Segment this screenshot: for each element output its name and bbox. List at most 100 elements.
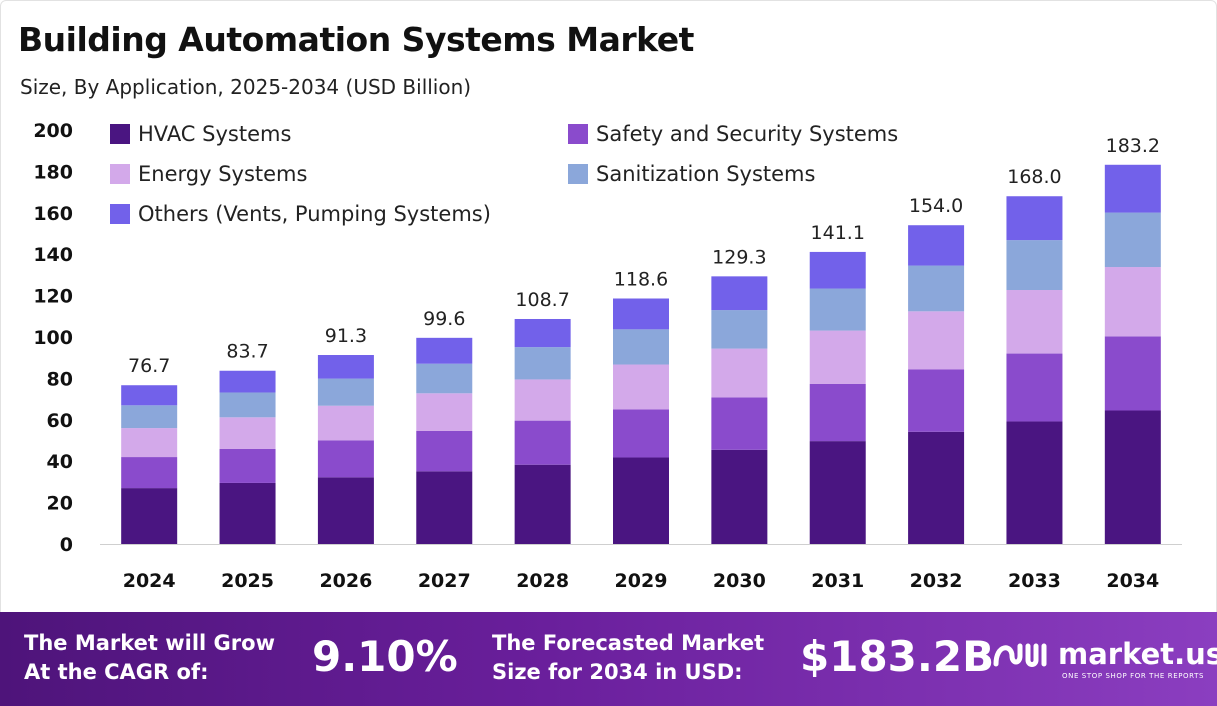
bar-segment [416, 363, 473, 394]
bar-segment [1104, 410, 1161, 544]
y-tick-label: 180 [33, 161, 73, 183]
bar-segment [514, 347, 571, 380]
bar-segment [1104, 267, 1161, 337]
bar-segment [711, 310, 768, 349]
bar-segment [514, 379, 571, 421]
legend-item: Sanitization Systems [568, 162, 815, 186]
y-tick-label: 80 [47, 368, 73, 390]
bar-total-label: 108.7 [515, 289, 569, 311]
bar-segment [317, 477, 374, 544]
y-tick-label: 20 [47, 493, 73, 515]
legend-swatch [110, 204, 130, 224]
bar-total-label: 154.0 [909, 195, 963, 217]
x-tick-label: 2026 [319, 570, 372, 592]
bar-segment [514, 318, 571, 348]
y-tick-label: 140 [33, 244, 73, 266]
bar-segment [1104, 336, 1161, 411]
bar-total-label: 141.1 [811, 222, 865, 244]
bar-segment [711, 449, 768, 544]
bar-segment [416, 337, 473, 364]
bar-segment [1104, 164, 1161, 213]
bar-segment [219, 417, 276, 449]
x-tick-label: 2029 [615, 570, 668, 592]
bar-segment [121, 488, 178, 544]
y-tick-label: 120 [33, 286, 73, 308]
bar-segment [317, 405, 374, 441]
legend-swatch [568, 164, 588, 184]
bar-segment [908, 225, 965, 266]
legend-label: Sanitization Systems [596, 162, 816, 186]
x-tick-label: 2027 [418, 570, 471, 592]
x-tick-label: 2030 [713, 570, 766, 592]
brand-tagline: ONE STOP SHOP FOR THE REPORTS [1062, 672, 1205, 680]
chart-subtitle: Size, By Application, 2025-2034 (USD Bil… [20, 75, 472, 99]
cagr-value: 9.10% [312, 632, 458, 681]
bar-total-label: 76.7 [128, 355, 170, 377]
bar-segment [1104, 212, 1161, 268]
bar-segment [416, 471, 473, 544]
bar-segment [317, 378, 374, 406]
bar-total-label: 99.6 [423, 308, 465, 330]
bar-segment [219, 482, 276, 544]
x-tick-label: 2034 [1106, 570, 1159, 592]
x-tick-label: 2028 [516, 570, 569, 592]
bar-segment [613, 329, 669, 365]
legend-label: Energy Systems [138, 162, 308, 186]
bar-segment [613, 298, 669, 330]
brand-logo: market.us [990, 634, 1217, 674]
cagr-label: The Market will Grow At the CAGR of: [24, 629, 275, 687]
bar-segment [219, 392, 276, 418]
bar-segment [711, 397, 768, 450]
forecast-label-line-1: The Forecasted Market [492, 631, 765, 655]
forecast-label-line-2: Size for 2034 in USD: [492, 660, 743, 684]
bar-segment [219, 370, 276, 393]
bar-segment [416, 393, 473, 431]
cagr-label-line-2: At the CAGR of: [24, 660, 209, 684]
y-tick-label: 0 [60, 534, 73, 556]
bar-segment [121, 457, 178, 489]
legend-item: Energy Systems [110, 162, 307, 186]
bar-segment [908, 265, 965, 312]
bar-segment [317, 355, 374, 379]
bar-segment [514, 464, 571, 544]
bar-total-label: 129.3 [712, 246, 766, 268]
bar-segment [809, 441, 866, 544]
stacked-bar-chart: 0 20 40 60 80 100 120 140 160 180 200 76.7 2024 83.7 2… [33, 120, 1182, 592]
x-tick-label: 2033 [1008, 570, 1061, 592]
legend-item: Others (Vents, Pumping Systems) [110, 202, 491, 226]
legend-label: HVAC Systems [138, 122, 292, 146]
bar-segment [809, 288, 866, 331]
x-tick-label: 2031 [811, 570, 864, 592]
bar-segment [809, 383, 866, 442]
x-tick-label: 2025 [221, 570, 274, 592]
footer-banner: The Market will Grow At the CAGR of: 9.1… [0, 612, 1217, 706]
bar-segment [121, 385, 178, 406]
bar-segment [1006, 290, 1063, 354]
forecast-label: The Forecasted Market Size for 2034 in U… [492, 629, 764, 687]
bar-segment [711, 276, 768, 311]
x-tick-label: 2032 [910, 570, 963, 592]
bar-segment [711, 348, 768, 398]
bar-segment [1006, 353, 1063, 422]
y-tick-label: 160 [33, 203, 73, 225]
legend-swatch [568, 124, 588, 144]
y-tick-label: 60 [47, 410, 73, 432]
bar-segment [317, 440, 374, 478]
bar-total-label: 168.0 [1007, 166, 1061, 188]
bar-segment [613, 457, 669, 544]
bar-segment [809, 251, 866, 289]
legend-item: HVAC Systems [110, 122, 291, 146]
y-tick-label: 200 [33, 120, 73, 142]
forecast-value: $183.2B [800, 632, 995, 681]
legend-label: Safety and Security Systems [596, 122, 899, 146]
legend-swatch [110, 164, 130, 184]
bar-segment [219, 448, 276, 483]
bar-segment [121, 428, 178, 458]
bar-segment [1006, 421, 1063, 544]
y-tick-label: 40 [47, 451, 73, 473]
cagr-label-line-1: The Market will Grow [24, 631, 275, 655]
chart-title: Building Automation Systems Market [18, 20, 694, 59]
bar-segment [613, 364, 669, 410]
bar-segment [416, 430, 473, 472]
bar-total-label: 91.3 [325, 325, 367, 347]
